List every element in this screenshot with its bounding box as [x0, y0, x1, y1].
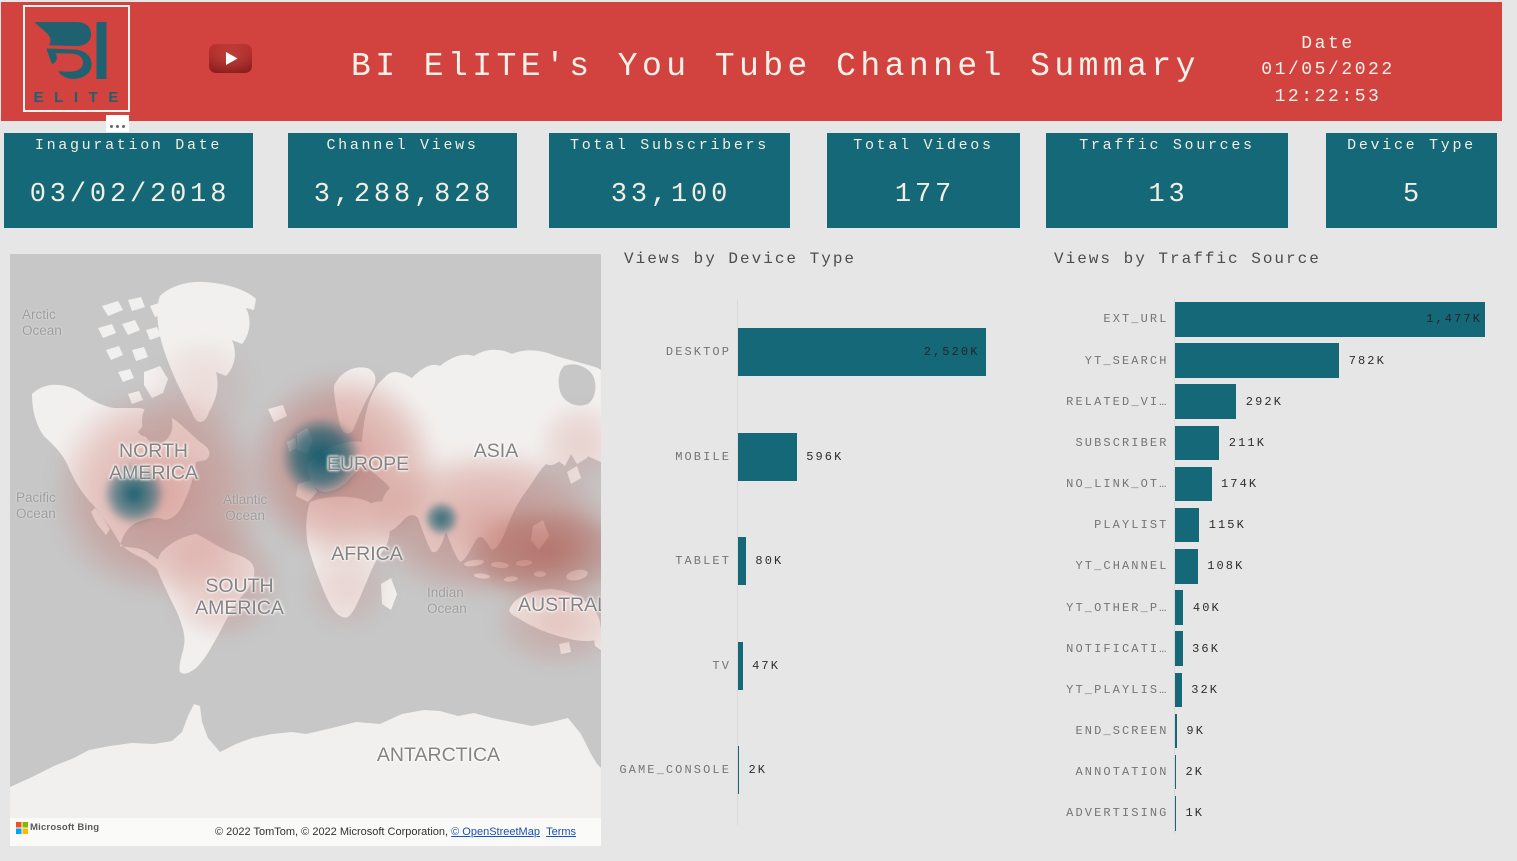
svg-text:ELITE: ELITE [34, 89, 129, 106]
